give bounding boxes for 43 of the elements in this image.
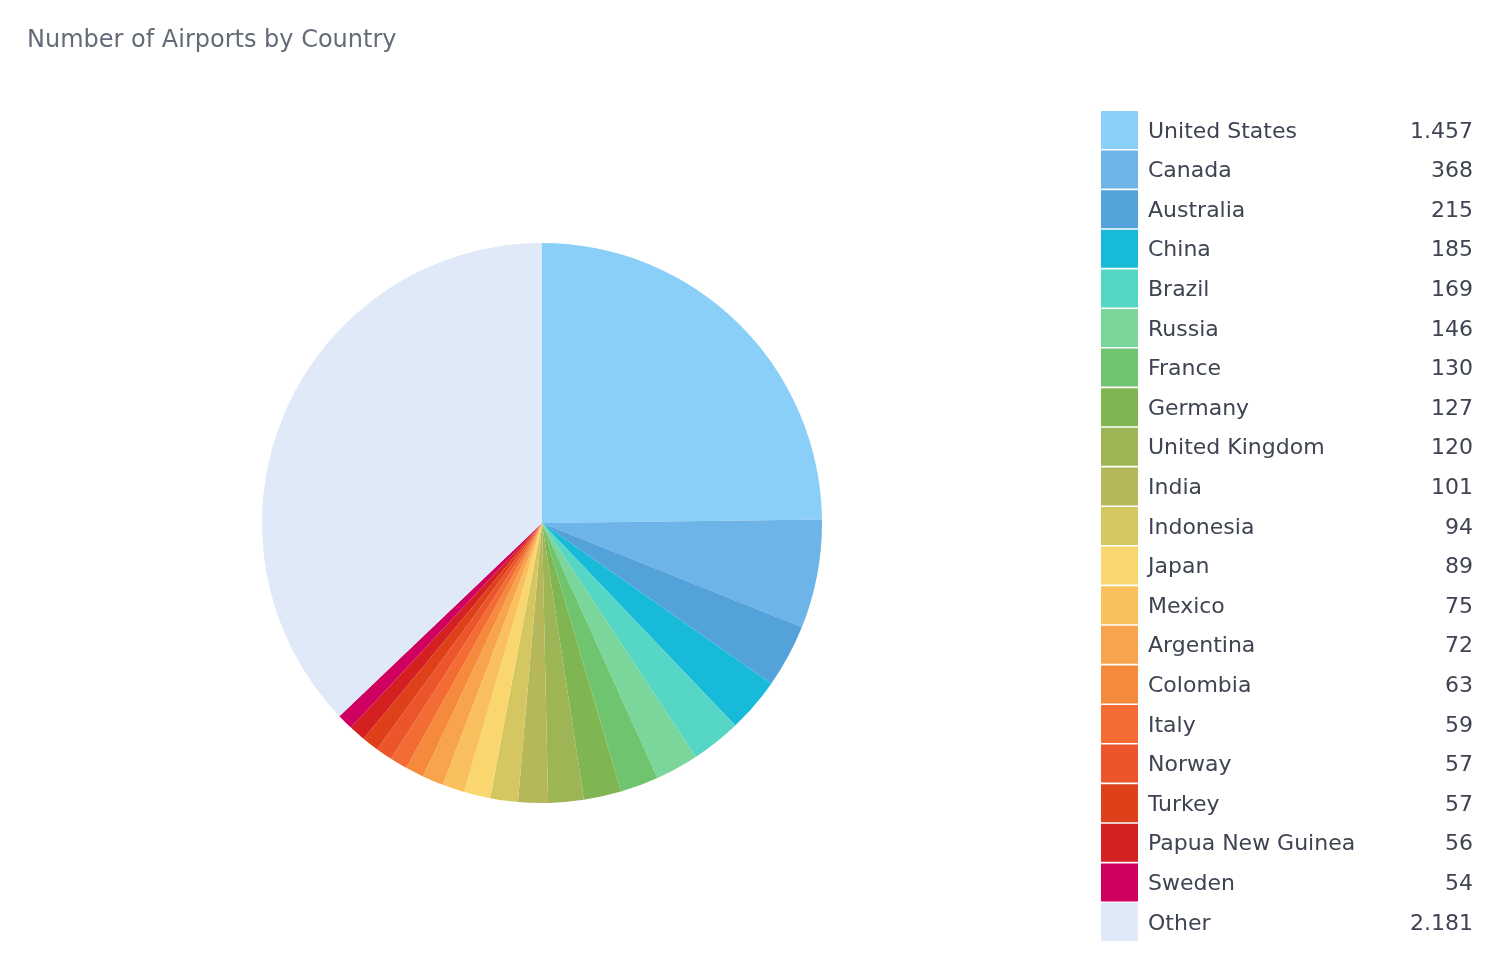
data-label: 56 [1445, 830, 1473, 856]
legend-label: Sweden [1148, 869, 1235, 895]
legend-label: Papua New Guinea [1148, 830, 1356, 856]
data-label: 59 [1445, 711, 1473, 737]
chart-title: Number of Airports by Country [27, 25, 397, 53]
data-label: 146 [1431, 315, 1473, 341]
data-label: 63 [1445, 671, 1473, 697]
legend-label: Colombia [1148, 671, 1252, 697]
data-label: 185 [1431, 236, 1473, 262]
data-label: 127 [1431, 394, 1473, 420]
legend-label: United Kingdom [1148, 434, 1325, 460]
legend-label: United States [1148, 117, 1297, 143]
legend-label: Mexico [1148, 592, 1225, 618]
data-label: 368 [1431, 157, 1473, 183]
data-label: 75 [1445, 592, 1473, 618]
legend-label: Brazil [1148, 275, 1210, 301]
data-label: 130 [1431, 355, 1473, 381]
legend-label: Japan [1146, 553, 1210, 579]
legend-label: France [1148, 355, 1222, 381]
data-label: 1.457 [1410, 117, 1473, 143]
data-label: 120 [1431, 434, 1473, 460]
legend-label: Russia [1148, 315, 1219, 341]
legend-label: China [1148, 236, 1211, 262]
legend-label: Australia [1148, 196, 1246, 222]
data-label: 101 [1431, 473, 1473, 499]
data-label: 89 [1445, 553, 1473, 579]
data-label: 94 [1445, 513, 1473, 539]
legend-label: Indonesia [1148, 513, 1255, 539]
legend-label: Canada [1148, 157, 1232, 183]
legend-label: Norway [1148, 751, 1232, 777]
data-label: 57 [1445, 751, 1473, 777]
data-label: 57 [1445, 790, 1473, 816]
legend-label: Turkey [1147, 790, 1220, 816]
data-label: 54 [1445, 869, 1473, 895]
data-label: 72 [1445, 632, 1473, 658]
legend-label: Germany [1148, 394, 1250, 420]
data-label: 169 [1431, 275, 1473, 301]
legend-label: Other [1148, 909, 1212, 935]
data-label: 2.181 [1410, 909, 1473, 935]
legend-label: India [1148, 473, 1202, 499]
legend-label: Italy [1148, 711, 1196, 737]
data-label: 215 [1431, 196, 1473, 222]
legend-label: Argentina [1148, 632, 1256, 658]
